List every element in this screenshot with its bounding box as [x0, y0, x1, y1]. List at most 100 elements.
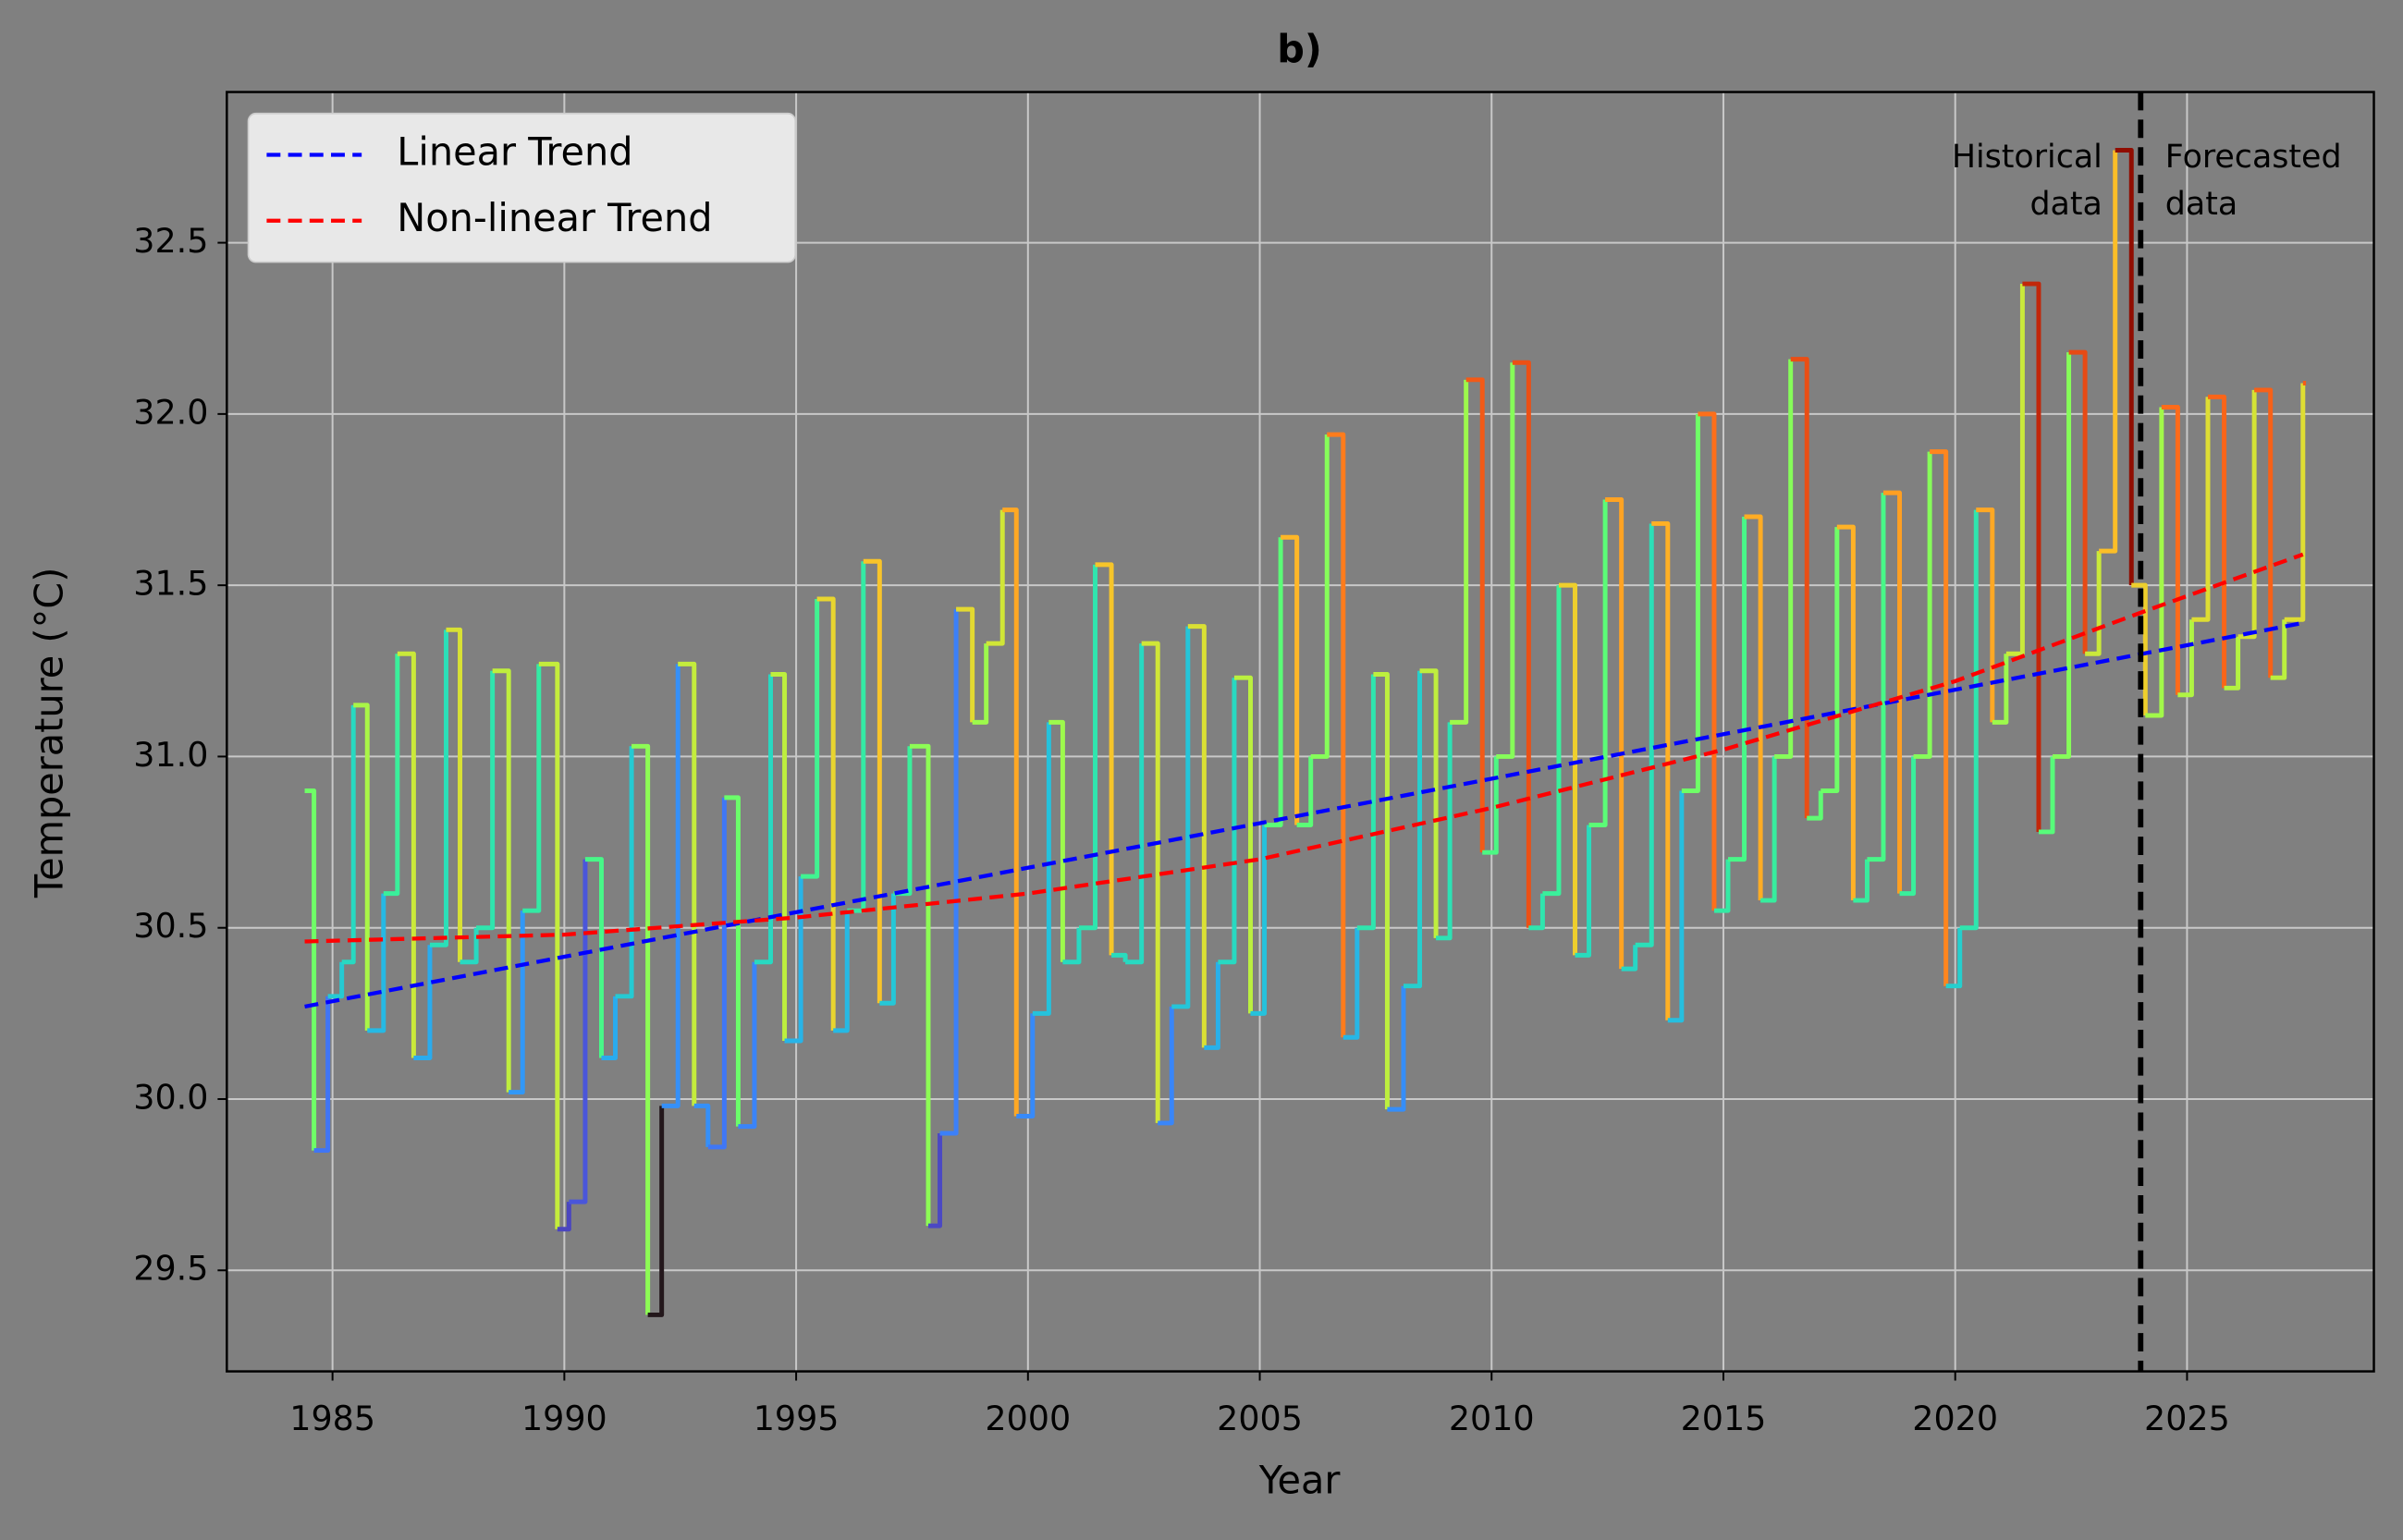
data-step	[2099, 150, 2118, 554]
x-tick-label: 2020	[1912, 1399, 1998, 1438]
data-step	[460, 927, 479, 965]
data-step	[2254, 387, 2274, 678]
x-tick-label: 2005	[1217, 1399, 1303, 1438]
data-step	[863, 558, 882, 1004]
data-step	[313, 996, 331, 1154]
data-step	[1836, 524, 1856, 901]
data-step	[879, 893, 896, 1006]
data-step	[1078, 564, 1098, 931]
data-step	[909, 743, 931, 1227]
data-step	[1760, 756, 1777, 903]
data-step	[1930, 449, 1949, 986]
data-step	[1867, 493, 1886, 862]
data-step	[429, 629, 448, 947]
data-step	[1111, 952, 1128, 962]
data-step	[1558, 582, 1578, 956]
data-step	[1264, 537, 1283, 828]
data-step	[2224, 636, 2241, 691]
trend-line	[304, 620, 2304, 1009]
data-step	[2068, 349, 2088, 654]
data-step	[1992, 654, 2009, 725]
data-step	[601, 996, 619, 1061]
x-tick-label: 1995	[754, 1399, 840, 1438]
data-step	[1882, 490, 1903, 894]
data-step	[2237, 389, 2257, 640]
data-step	[1575, 825, 1592, 958]
data-step	[1310, 434, 1330, 759]
x-axis-label: Year	[1258, 1459, 1342, 1503]
data-step	[1744, 514, 1763, 901]
data-step	[1419, 668, 1439, 938]
data-step	[647, 1106, 665, 1317]
data-step	[413, 945, 433, 1061]
data-step	[327, 961, 345, 999]
data-step	[956, 606, 975, 723]
data-step	[2145, 407, 2164, 718]
data-step	[1218, 678, 1237, 965]
data-step	[1774, 359, 1794, 759]
data-step	[1512, 360, 1531, 928]
data-step	[1387, 985, 1406, 1112]
data-step	[522, 664, 542, 913]
data-step	[2038, 756, 2055, 835]
trend-line	[304, 552, 2304, 944]
data-step	[724, 795, 741, 1127]
x-tick-label: 2015	[1681, 1399, 1767, 1438]
data-step	[1048, 719, 1065, 962]
data-step	[2005, 284, 2025, 656]
data-step	[1465, 377, 1485, 853]
data-step	[1945, 927, 1963, 989]
data-step	[2085, 551, 2102, 656]
data-step	[1959, 509, 1979, 931]
data-step	[1482, 756, 1499, 855]
data-step	[754, 674, 773, 965]
data-step	[1681, 413, 1700, 793]
data-step	[1621, 945, 1638, 972]
data-step	[2191, 397, 2211, 622]
data-step	[615, 746, 634, 999]
data-step	[1016, 1013, 1036, 1118]
data-step	[801, 598, 820, 879]
data-step	[1528, 893, 1545, 931]
data-step	[2131, 582, 2148, 715]
data-step	[1698, 411, 1717, 911]
y-tick-label: 32.5	[133, 221, 208, 261]
x-tick-label: 2000	[985, 1399, 1071, 1438]
data-step	[1204, 961, 1220, 1050]
data-step	[1002, 507, 1019, 1117]
data-step	[661, 664, 680, 1108]
data-step	[1356, 674, 1376, 931]
legend-box	[247, 112, 797, 263]
data-step	[693, 1103, 711, 1147]
data-step	[678, 661, 697, 1106]
data-step	[738, 961, 757, 1130]
data-step	[1403, 670, 1423, 989]
data-step	[816, 596, 836, 1031]
data-step	[1342, 927, 1360, 1040]
data-step	[492, 668, 511, 1093]
data-step	[631, 743, 651, 1315]
data-step	[1913, 451, 1932, 759]
data-step	[1542, 585, 1562, 897]
data-step	[1233, 675, 1253, 1014]
data-step	[353, 703, 370, 1031]
data-step	[2115, 148, 2134, 586]
data-step	[1807, 790, 1823, 821]
data-step	[1125, 643, 1145, 965]
data-step	[833, 911, 850, 1033]
y-tick-label: 32.0	[133, 392, 208, 432]
data-step	[939, 609, 959, 1136]
data-step	[383, 654, 400, 897]
data-step	[1296, 756, 1314, 828]
x-tick-label: 1990	[521, 1399, 607, 1438]
data-step	[1141, 641, 1160, 1123]
data-step	[569, 859, 588, 1204]
data-step	[2284, 383, 2306, 622]
data-step	[1790, 357, 1809, 819]
annotation: Forecasted	[2165, 139, 2342, 176]
y-tick-label: 31.5	[133, 564, 208, 604]
x-tick-label: 2025	[2144, 1399, 2230, 1438]
data-step	[509, 911, 525, 1095]
y-axis-label: Temperature (°C)	[27, 568, 71, 899]
